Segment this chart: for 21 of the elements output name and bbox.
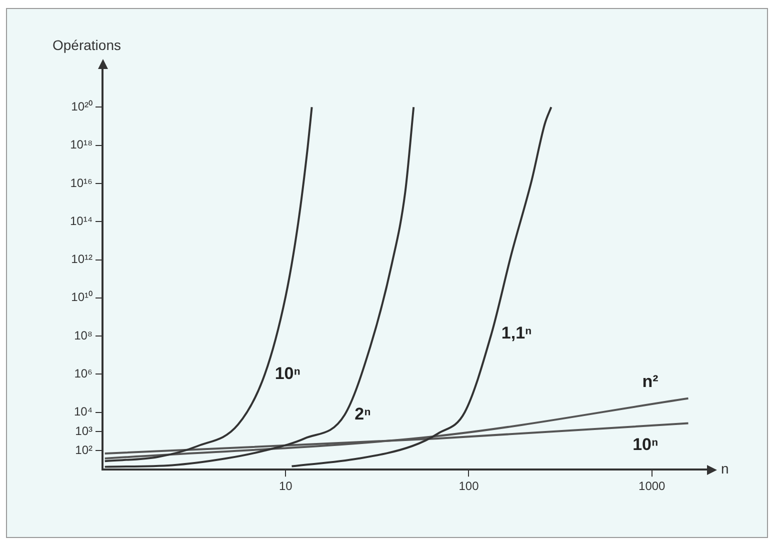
y-tick-label: 10⁸ (74, 328, 92, 342)
x-tick-label: 100 (458, 479, 480, 494)
x-tick-label: 1000 (638, 479, 666, 494)
y-tick-label: 10² (75, 442, 93, 457)
y-tick-label: 10⁶ (74, 366, 93, 381)
y-tick-label: 10³ (75, 424, 93, 438)
y-tick-label: 10¹² (71, 252, 92, 266)
series-label: n² (642, 372, 659, 392)
y-tick-label: 10¹⁴ (70, 214, 92, 228)
y-tick-label: 10¹⁸ (70, 138, 92, 152)
y-tick-label: 10²⁰ (71, 99, 92, 114)
series-label: 2ⁿ (354, 404, 371, 424)
y-tick-label: 10¹⁶ (70, 176, 93, 190)
y-tick-label: 10⁴ (74, 404, 92, 419)
series-label: 10ⁿ (632, 434, 658, 454)
x-tick-label: 10 (278, 479, 293, 494)
y-tick-label: 10¹⁰ (71, 290, 92, 304)
series-label: 1,1ⁿ (501, 324, 532, 343)
x-axis-title: n (721, 460, 729, 476)
y-axis-title: Opérations (52, 36, 121, 53)
series-label: 10ⁿ (274, 364, 300, 383)
